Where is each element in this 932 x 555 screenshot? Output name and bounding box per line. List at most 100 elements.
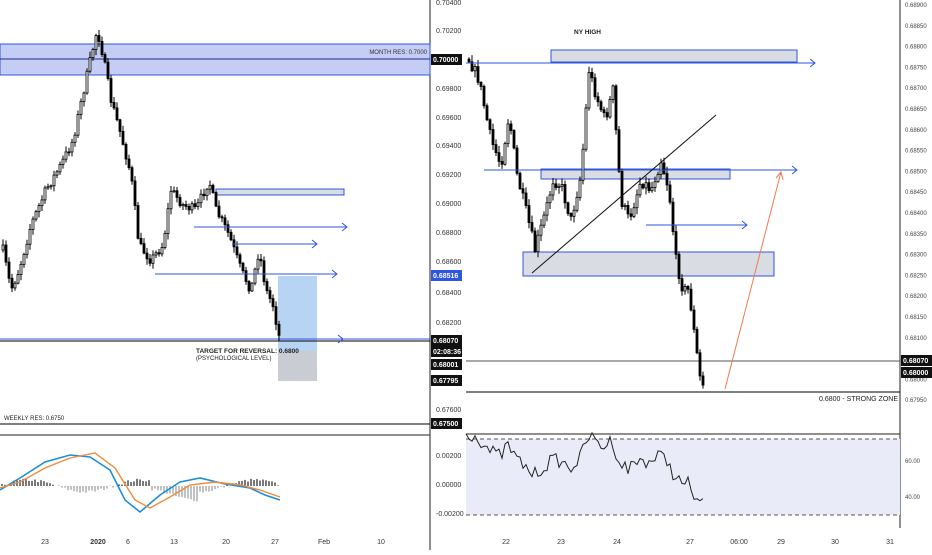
candle-body [575,196,579,211]
candle-body [581,148,585,181]
candle-body [548,194,552,204]
candle-body [602,109,606,114]
right-ytick: 0.68000 [905,377,927,383]
candle-body [82,92,86,102]
candle-body [4,244,8,263]
badge-bg [431,375,462,386]
candle-body [154,252,158,256]
right-ytick: 0.68600 [905,128,927,134]
arrow-head-2 [311,239,318,249]
badge-bg [431,54,462,65]
candle-body [175,190,179,198]
left-ytick: 0.69400 [436,143,461,150]
candle-body [73,134,77,143]
candle-body [235,246,239,256]
rsi-line [465,431,704,502]
gray-supply-zone[interactable] [215,188,345,196]
candle-body [244,270,248,282]
candle-body [142,243,146,254]
candle-body [214,192,218,207]
candle-body [124,143,128,160]
candle-body [590,72,594,79]
candle-body [220,216,224,219]
left-zones [0,43,431,425]
candle-body [34,211,38,220]
candle-body [58,164,62,173]
candle-body [169,190,173,210]
weekly-res-label: WEEKLY RES: 0.6750 [4,416,65,422]
left-xtick: 27 [271,539,279,546]
candle-body [623,205,627,207]
candle-body [40,199,44,207]
badge-bg [901,367,932,378]
candle-body [223,217,227,226]
trendline[interactable] [531,114,717,274]
candle-body [542,214,546,226]
left-price-badges: 0.70000 0.68516 0.68070 02:08:36 0.68001… [431,54,462,429]
candle-body [196,202,200,208]
right-ytick: 0.68300 [905,253,927,259]
candle-body [611,85,615,100]
candle-body [512,130,516,149]
candle-body [64,151,68,160]
candle-body [689,288,693,311]
candle-body [130,167,134,182]
candle-body [217,205,221,218]
projection-stop-box[interactable] [278,351,317,381]
candle-body [605,112,609,118]
candle-body [253,268,257,284]
projection-target-box[interactable] [278,276,317,351]
candle-body [698,352,702,377]
candle-body [587,72,591,109]
candle-body [533,230,537,253]
candle-body [157,252,161,255]
candle-body [43,187,47,201]
candle-body [256,258,260,270]
right-ytick: 0.68750 [905,65,927,71]
candle-body [578,179,582,198]
right-ytick: 0.68150 [905,315,927,321]
candle-body [554,183,558,188]
candle-body [503,143,507,165]
macd-ytick: 0.00200 [436,453,461,460]
candle-body [208,184,212,190]
month-res-label: MONTH RES: 0.7000 [369,50,427,56]
candle-body [536,234,540,253]
candle-body [106,61,110,79]
candle-body [491,129,495,146]
candle-body [160,247,164,255]
right-price-axis: 0.68900 0.68850 0.68800 0.68750 0.68700 0.686… [905,3,927,404]
left-ytick: 0.69200 [436,172,461,179]
candle-body [593,77,597,98]
candle-body [695,328,699,354]
price-badge: 0.68070 [433,338,458,345]
candle-body [25,243,29,255]
candle-body [262,260,266,282]
candle-body [94,35,98,50]
candle-body [115,107,119,121]
candle-body [662,162,666,174]
candle-body [127,158,131,169]
candle-body [530,222,534,232]
candle-body [16,274,20,284]
projection-arrow-line[interactable] [724,171,782,390]
right-candles [467,55,705,389]
macd-panel [0,452,281,514]
candle-body [677,253,681,279]
left-ytick: 0.68200 [436,320,461,327]
candle-body [656,174,660,183]
ny-high-zone[interactable] [550,49,798,63]
candle-body [473,66,477,72]
candle-body [52,174,56,187]
candle-body [620,170,624,207]
candle-body [97,35,101,42]
candle-body [178,197,182,207]
candle-body [524,192,528,206]
candle-body [277,323,281,336]
candle-body [506,123,510,145]
mid-resistance-zone[interactable] [540,168,731,180]
support-zone[interactable] [522,251,775,277]
candle-body [470,61,474,72]
candle-body [557,185,561,188]
